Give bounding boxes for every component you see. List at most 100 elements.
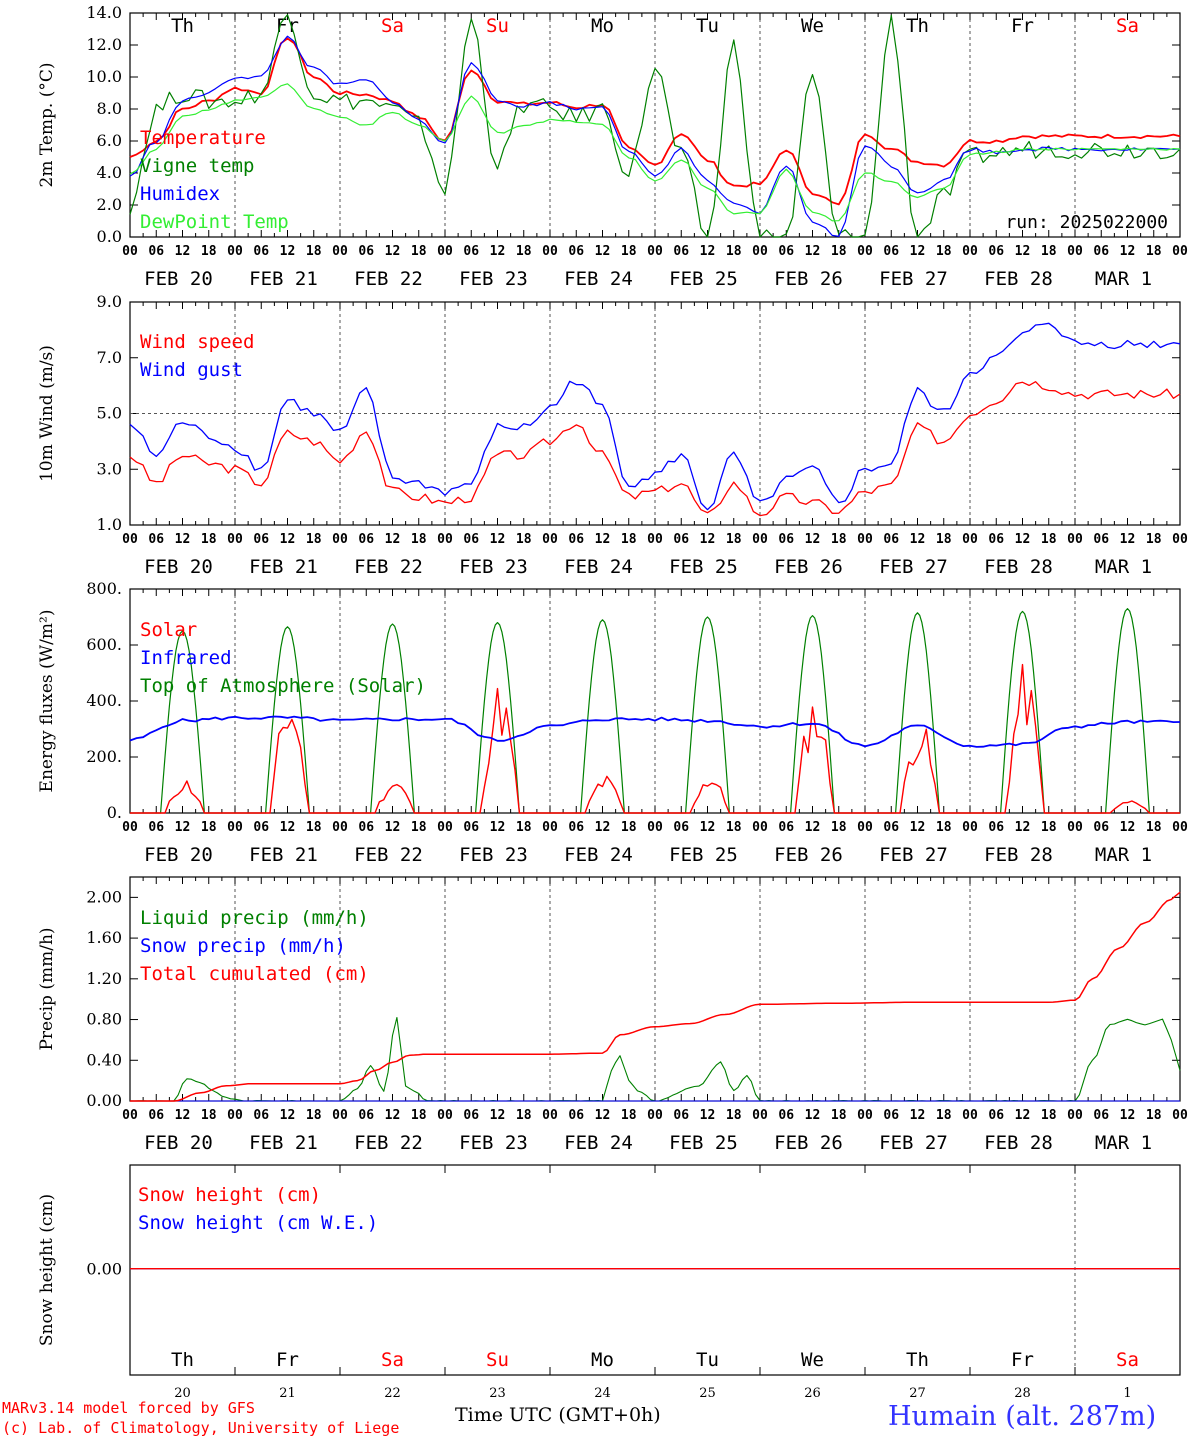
hour-tick-label: 18: [411, 1108, 427, 1123]
series-line-wind-speed: [129, 381, 1181, 517]
day-number-label: 24: [594, 1386, 611, 1401]
hour-tick-label: 06: [358, 820, 374, 835]
hour-tick-label: 00: [857, 820, 873, 835]
date-label: FEB 28: [984, 268, 1053, 290]
legend-entry: Wind gust: [140, 359, 243, 381]
date-label: FEB 22: [354, 1132, 423, 1154]
date-label: FEB 22: [354, 844, 423, 866]
hour-tick-label: 00: [1067, 532, 1083, 547]
y-tick-label: 600.: [86, 635, 122, 654]
hour-tick-label: 06: [778, 244, 794, 259]
hour-tick-label: 06: [148, 820, 164, 835]
hour-tick-label: 00: [752, 1108, 768, 1123]
y-tick-label: 800.: [86, 579, 122, 598]
hour-tick-label: 06: [358, 1108, 374, 1123]
legend-entry: Liquid precip (mm/h): [140, 907, 369, 929]
hour-tick-label: 18: [831, 244, 847, 259]
hour-tick-label: 18: [936, 244, 952, 259]
hour-tick-label: 12: [1120, 532, 1136, 547]
day-name-label: Th: [906, 15, 929, 37]
hour-tick-label: 18: [1146, 1108, 1162, 1123]
day-number-label: 22: [384, 1386, 401, 1401]
panel-5-legend: Snow height (cm) Snow height (cm W.E.): [138, 1184, 378, 1234]
hour-tick-label: 18: [516, 820, 532, 835]
hour-tick-label: 12: [175, 1108, 191, 1123]
day-name-label: Mo: [591, 1349, 614, 1371]
panel-4-legend: Liquid precip (mm/h) Snow precip (mm/h) To…: [140, 907, 369, 985]
panel-1-frame: [129, 12, 1181, 238]
hour-tick-label: 06: [568, 820, 584, 835]
hour-tick-label: 06: [673, 244, 689, 259]
panel-5-axes: Snow height (cm) 0.00: [37, 1164, 1181, 1376]
y-tick-label: 0.80: [86, 1010, 122, 1029]
date-label: FEB 23: [459, 844, 528, 866]
hour-tick-label: 00: [1172, 820, 1188, 835]
hour-tick-label: 18: [516, 1108, 532, 1123]
hour-tick-label: 00: [122, 244, 138, 259]
legend-entry: Solar: [140, 619, 197, 641]
hour-tick-label: 00: [857, 1108, 873, 1123]
hour-tick-label: 06: [778, 532, 794, 547]
legend-entry: Humidex: [140, 183, 220, 205]
hour-tick-label: 00: [437, 1108, 453, 1123]
panel-3-legend: Solar Infrared Top of Atmosphere (Solar): [140, 619, 426, 697]
hour-tick-label: 18: [411, 532, 427, 547]
hour-tick-label: 00: [1067, 1108, 1083, 1123]
hour-tick-label: 18: [831, 532, 847, 547]
hour-tick-label: 00: [647, 532, 663, 547]
hour-tick-label: 00: [332, 820, 348, 835]
day-name-label: Sa: [381, 1349, 404, 1371]
hour-tick-label: 12: [910, 532, 926, 547]
date-label: FEB 25: [669, 268, 738, 290]
footer-copyright: (c) Lab. of Climatology, University of L…: [2, 1419, 400, 1437]
hour-tick-label: 12: [910, 244, 926, 259]
hour-tick-label: 00: [122, 820, 138, 835]
y-axis-label: Precip (mm/h): [37, 927, 57, 1050]
hour-tick-label: 12: [910, 1108, 926, 1123]
legend-entry: Top of Atmosphere (Solar): [140, 675, 426, 697]
hour-tick-label: 18: [411, 244, 427, 259]
series-line-infrared: [129, 715, 1181, 748]
day-number-label: 28: [1014, 1386, 1031, 1401]
hour-tick-label: 18: [621, 244, 637, 259]
hour-tick-label: 12: [1015, 244, 1031, 259]
y-tick-label: 1.60: [86, 928, 122, 947]
hour-tick-label: 18: [726, 820, 742, 835]
date-label: FEB 22: [354, 268, 423, 290]
day-name-label: Fr: [1011, 15, 1034, 37]
date-label: FEB 25: [669, 844, 738, 866]
hour-tick-label: 06: [988, 1108, 1004, 1123]
hour-tick-label: 06: [253, 1108, 269, 1123]
hour-tick-label: 06: [988, 244, 1004, 259]
series-line-solar: [130, 663, 1180, 814]
y-tick-label: 12.0: [86, 35, 122, 54]
panel-1-legend: Temperature Vigne temp Humidex DewPoint Tem…: [140, 127, 289, 233]
hour-tick-label: 00: [1172, 1108, 1188, 1123]
hour-tick-label: 12: [280, 820, 296, 835]
series-line-total-cumulated-cm-: [130, 891, 1181, 1102]
hour-tick-label: 18: [1041, 532, 1057, 547]
hour-tick-label: 18: [831, 1108, 847, 1123]
hour-tick-label: 18: [621, 820, 637, 835]
hour-tick-label: 12: [1120, 244, 1136, 259]
hour-tick-label: 18: [831, 820, 847, 835]
y-tick-label: 4.0: [97, 163, 122, 182]
date-label: FEB 26: [774, 1132, 843, 1154]
hour-tick-label: 00: [752, 820, 768, 835]
y-axis-label: Snow height (cm): [37, 1194, 57, 1346]
hour-tick-label: 00: [857, 244, 873, 259]
hour-tick-label: 00: [962, 532, 978, 547]
date-label: FEB 20: [144, 556, 213, 578]
hour-tick-label: 00: [437, 820, 453, 835]
date-label: MAR 1: [1095, 844, 1152, 866]
y-tick-label: 200.: [86, 747, 122, 766]
date-label: FEB 24: [564, 268, 633, 290]
hour-tick-label: 00: [542, 532, 558, 547]
hour-tick-label: 18: [1146, 820, 1162, 835]
legend-entry: Vigne temp: [140, 155, 254, 177]
date-label: FEB 23: [459, 556, 528, 578]
day-number-label: 23: [489, 1386, 506, 1401]
hour-tick-label: 00: [227, 1108, 243, 1123]
date-label: FEB 27: [879, 268, 948, 290]
